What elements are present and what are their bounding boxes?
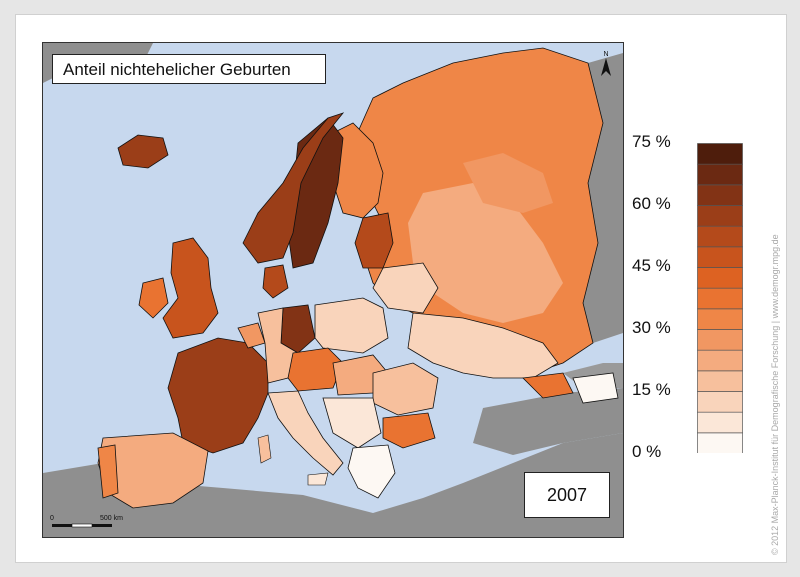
north-label: N bbox=[603, 51, 608, 58]
legend-tick-label: 45 % bbox=[632, 256, 671, 275]
legend-tick-label: 60 % bbox=[632, 194, 671, 213]
legend-swatch bbox=[697, 246, 743, 268]
legend-colorbar bbox=[697, 143, 743, 453]
poland-region bbox=[314, 297, 389, 354]
copyright-note: © 2012 Max-Planck-Institut für Demografi… bbox=[770, 234, 780, 555]
legend-tick-label: 30 % bbox=[632, 318, 671, 337]
sardinia-region bbox=[257, 434, 272, 464]
map-title: Anteil nichtehelicher Geburten bbox=[52, 54, 326, 84]
turkey-land bbox=[473, 388, 623, 455]
italy-region bbox=[267, 390, 344, 476]
scale-end-label: 500 km bbox=[100, 515, 123, 522]
azerbaijan-region bbox=[572, 372, 619, 404]
scale-start-label: 0 bbox=[50, 515, 54, 522]
legend-tick-label: 0 % bbox=[632, 442, 662, 461]
denmark-region bbox=[262, 264, 289, 299]
legend-swatch bbox=[697, 267, 743, 289]
russia-central bbox=[408, 183, 563, 323]
north-arrow-icon: N bbox=[597, 48, 615, 80]
legend-swatch bbox=[697, 143, 743, 165]
asia-land bbox=[583, 53, 623, 343]
map-svg bbox=[43, 43, 623, 537]
portugal-region bbox=[97, 444, 119, 499]
legend-swatch bbox=[697, 225, 743, 248]
iceland-region bbox=[117, 134, 169, 169]
balkans-region bbox=[322, 397, 382, 449]
norway-region bbox=[242, 112, 345, 264]
legend-tick-label: 75 % bbox=[632, 132, 671, 151]
legend-swatch bbox=[697, 349, 743, 372]
year-label: 2007 bbox=[524, 472, 610, 518]
georgia-region bbox=[522, 372, 574, 399]
finland-region bbox=[332, 122, 384, 219]
legend-swatch bbox=[697, 391, 743, 413]
greece-region bbox=[347, 444, 396, 499]
belarus-region bbox=[372, 262, 439, 314]
legend-swatch bbox=[697, 205, 743, 227]
bulgaria-region bbox=[382, 412, 436, 449]
legend-svg bbox=[697, 143, 743, 453]
legend-tick-label: 15 % bbox=[632, 380, 671, 399]
legend-swatch bbox=[697, 287, 743, 310]
france-region bbox=[167, 337, 269, 454]
scale-bar bbox=[48, 512, 138, 532]
ireland-region bbox=[138, 277, 169, 319]
legend-swatch bbox=[697, 329, 743, 351]
uk-region bbox=[162, 237, 219, 339]
north-africa-land bbox=[43, 433, 623, 537]
baltic-region bbox=[354, 212, 394, 269]
legend-swatch bbox=[697, 370, 743, 392]
legend-swatch bbox=[697, 308, 743, 330]
legend-swatch bbox=[697, 432, 743, 453]
legend-swatch bbox=[697, 184, 743, 206]
central-europe-region bbox=[287, 347, 344, 392]
sicily-region bbox=[307, 472, 329, 486]
russia-north bbox=[463, 153, 553, 213]
legend-swatch bbox=[697, 163, 743, 186]
legend-swatch bbox=[697, 411, 743, 434]
europe-choropleth-map bbox=[42, 42, 624, 538]
